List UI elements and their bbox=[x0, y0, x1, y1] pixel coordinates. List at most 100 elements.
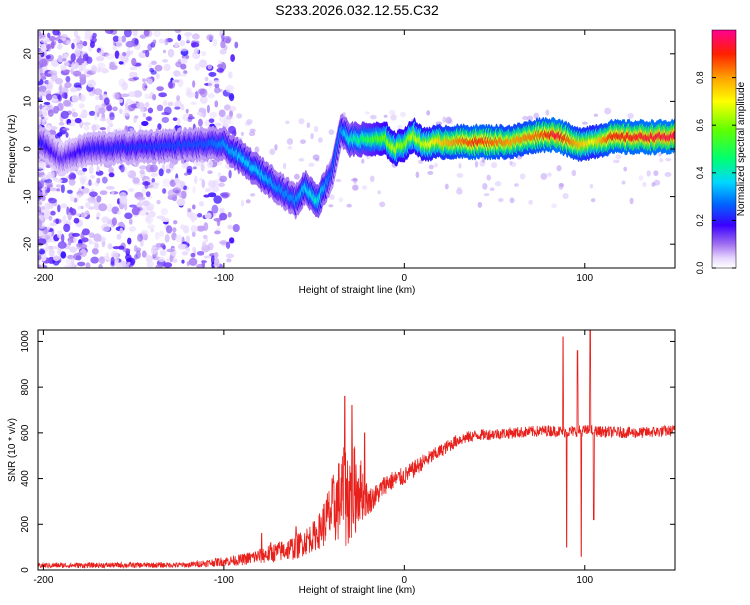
spectrogram-noise-blob bbox=[48, 215, 53, 221]
spectrogram-noise-blob bbox=[60, 251, 67, 259]
snr-frame bbox=[37, 329, 676, 571]
spectrogram-noise-blob bbox=[172, 258, 178, 263]
spectrogram-noise-blob bbox=[126, 261, 131, 266]
spectrogram-noise-blob bbox=[146, 203, 155, 212]
spectrogram-noise-blob bbox=[38, 160, 46, 170]
spectrogram-noise-blob bbox=[108, 172, 115, 178]
spectrogram-noise-blob bbox=[188, 114, 193, 118]
spectrogram-noise-blob bbox=[400, 111, 406, 118]
spectrogram-noise-blob bbox=[40, 253, 47, 262]
spectrogram-noise-blob bbox=[208, 192, 217, 198]
spectrogram-noise-blob bbox=[45, 93, 53, 101]
spectrogram-noise-blob bbox=[474, 160, 479, 168]
spectrogram-noise-blob bbox=[112, 92, 120, 100]
spectrogram-noise-blob bbox=[208, 180, 216, 189]
spectrogram-noise-blob bbox=[214, 122, 222, 127]
spectrogram-noise-blob bbox=[57, 204, 61, 213]
spectrogram-noise-blob bbox=[219, 212, 228, 221]
spectrogram-noise-blob bbox=[74, 87, 82, 92]
spectrogram-noise-blob bbox=[53, 255, 61, 262]
spectrogram-noise-blob bbox=[127, 237, 132, 245]
spectrogram-noise-blob bbox=[72, 70, 82, 77]
spectrogram-noise-blob bbox=[184, 172, 189, 176]
spectrogram-noise-blob bbox=[123, 30, 132, 38]
spectrogram-noise-blob bbox=[102, 176, 108, 184]
spectrogram-noise-blob bbox=[604, 107, 612, 115]
spectrogram-noise-blob bbox=[124, 212, 133, 220]
spectrogram-noise-blob bbox=[118, 245, 125, 250]
spectrogram-noise-blob bbox=[361, 158, 365, 164]
spectrogram-noise-blob bbox=[226, 258, 232, 263]
spectrogram-noise-blob bbox=[136, 102, 145, 110]
spectrogram-noise-blob bbox=[153, 30, 161, 38]
spectrogram-noise-blob bbox=[63, 61, 70, 67]
spectrogram-noise-blob bbox=[73, 30, 79, 38]
spectrogram-noise-blob bbox=[210, 255, 215, 265]
spectrogram-noise-blob bbox=[175, 234, 183, 243]
spectrogram-noise-blob bbox=[146, 260, 154, 268]
spectrogram-noise-blob bbox=[114, 259, 119, 266]
spectrogram-noise-blob bbox=[328, 204, 334, 208]
spectrogram-noise-blob bbox=[306, 122, 311, 129]
spectrogram-noise-blob bbox=[203, 194, 210, 198]
spectrogram-noise-blob bbox=[75, 212, 80, 217]
spectrogram-noise-blob bbox=[151, 177, 156, 183]
spectrogram-noise-blob bbox=[88, 232, 95, 239]
spectrogram-noise-blob bbox=[219, 175, 228, 183]
spectrogram-noise-blob bbox=[103, 226, 110, 232]
spectrogram-noise-blob bbox=[116, 264, 123, 268]
spectrogram-noise-blob bbox=[150, 172, 158, 178]
spectrogram-noise-blob bbox=[106, 104, 113, 112]
spectrogram-noise-blob bbox=[96, 177, 101, 184]
colorbar-tick-label: 0.8 bbox=[695, 71, 705, 84]
spectrogram-noise-blob bbox=[638, 175, 644, 181]
x-tick-label: 0 bbox=[402, 575, 408, 586]
spectrogram-noise-blob bbox=[509, 160, 513, 166]
spectrogram-noise-blob bbox=[615, 154, 622, 160]
spectrogram-noise-blob bbox=[187, 208, 192, 213]
spectrogram-noise-blob bbox=[128, 187, 135, 192]
spectrogram-noise-blob bbox=[41, 209, 49, 213]
spectrogram-noise-blob bbox=[202, 241, 207, 248]
spectrogram-noise-blob bbox=[163, 63, 171, 72]
spectrogram-noise-blob bbox=[179, 48, 188, 52]
spectrogram-noise-blob bbox=[232, 223, 240, 233]
spectrogram-noise-blob bbox=[65, 132, 69, 138]
spectrogram-noise-blob bbox=[213, 257, 220, 267]
spectrogram-noise-blob bbox=[146, 224, 156, 230]
spectrogram-noise-blob bbox=[181, 243, 188, 251]
spectrogram-noise-blob bbox=[68, 240, 72, 246]
spectrogram-noise-blob bbox=[63, 40, 67, 45]
spectrogram-ridge-cell bbox=[672, 130, 675, 140]
spectrogram-noise-blob bbox=[558, 183, 565, 188]
spectrogram-noise-blob bbox=[76, 242, 83, 248]
spectrogram-noise-blob bbox=[228, 237, 235, 244]
spectrogram-noise-blob bbox=[128, 225, 137, 232]
spectrogram-noise-blob bbox=[186, 165, 193, 174]
snr-x-label: Height of straight line (km) bbox=[299, 585, 416, 596]
spectrogram-noise-blob bbox=[46, 43, 51, 50]
spectrogram-noise-blob bbox=[335, 179, 342, 183]
spectrogram-noise-blob bbox=[72, 38, 81, 44]
spectrogram-noise-blob bbox=[338, 197, 344, 203]
spectrogram-noise-blob bbox=[428, 164, 434, 170]
spectrogram-noise-blob bbox=[118, 36, 123, 42]
y-tick-label: 400 bbox=[20, 470, 31, 487]
colorbar-ticks: 0.0 0.2 0.4 0.6 0.8 bbox=[695, 71, 736, 274]
spectrogram-noise-blob bbox=[200, 163, 205, 172]
spectrogram-noise-blob bbox=[185, 235, 190, 244]
spectrogram-noise-blob bbox=[38, 58, 48, 67]
spectrogram-noise-blob bbox=[199, 95, 208, 104]
spectrogram-noise-blob bbox=[204, 187, 212, 193]
spectrogram-noise-blob bbox=[82, 122, 91, 126]
spectrogram-noise-blob bbox=[155, 73, 160, 80]
spectrogram-noise-blob bbox=[41, 68, 45, 75]
spectrogram-noise-blob bbox=[613, 159, 620, 164]
spectrogram-noise-blob bbox=[142, 181, 151, 186]
spectrogram-noise-blob bbox=[181, 259, 185, 264]
spectrogram-noise-blob bbox=[44, 79, 50, 85]
spectrogram-noise-blob bbox=[88, 110, 96, 116]
spectrogram-noise-blob bbox=[208, 118, 215, 123]
spectrogram-noise-blob bbox=[129, 50, 134, 55]
spectrogram-noise-blob bbox=[213, 80, 221, 85]
